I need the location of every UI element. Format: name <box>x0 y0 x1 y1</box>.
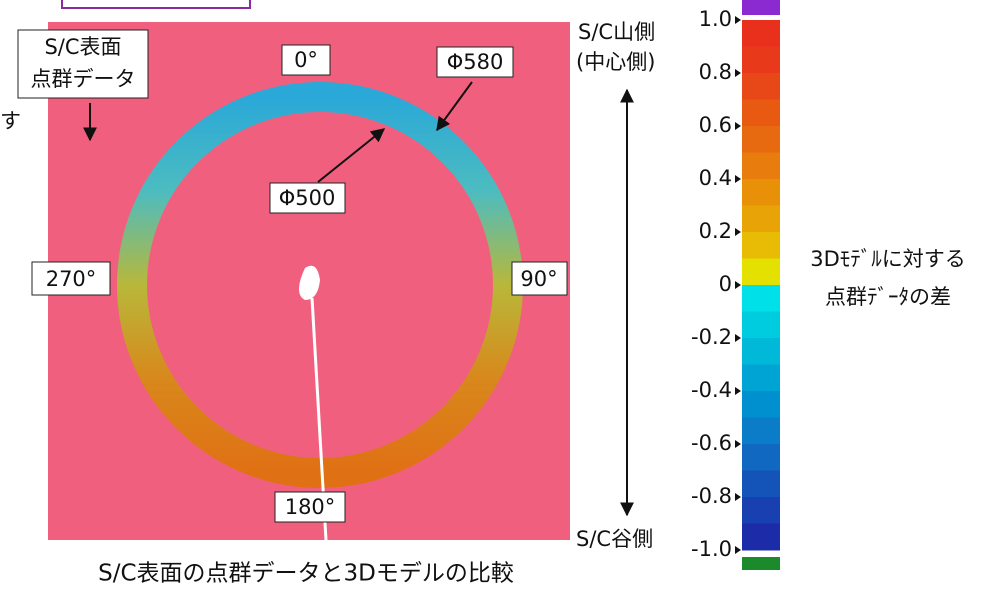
diameter-label: Φ500 <box>279 186 336 210</box>
tick-label: -1.0 <box>691 537 732 561</box>
side-label: (中心側) <box>576 50 655 74</box>
angle-label: 180° <box>285 495 336 519</box>
tick-mark <box>735 16 741 24</box>
diameter-label: Φ580 <box>447 50 504 74</box>
tick-mark <box>735 281 741 289</box>
tick-label: 0.2 <box>699 219 732 243</box>
colorbar-segment <box>742 312 780 339</box>
tick-mark <box>735 546 741 554</box>
tick-label: 0 <box>719 272 732 296</box>
tick-mark <box>735 69 741 77</box>
tick-mark <box>735 122 741 130</box>
tick-label: 0.4 <box>699 166 732 190</box>
colorbar-segment <box>742 285 780 312</box>
cropped-text: す <box>0 109 21 133</box>
colorbar-segment <box>742 73 780 100</box>
tick-mark <box>735 493 741 501</box>
colorbar-segment <box>742 497 780 524</box>
colorbar: 1.0 0.8 0.6 0.4 0.2 0 -0.2 -0.4 -0.6 -0.8 -1.0 <box>691 7 780 561</box>
colorbar-segment <box>742 232 780 259</box>
colorbar-segment <box>742 418 780 445</box>
colorbar-segment <box>742 471 780 498</box>
tick-label: -0.8 <box>691 484 732 508</box>
tick-label: 1.0 <box>699 7 732 31</box>
colorbar-segment <box>742 391 780 418</box>
angle-label: 270° <box>46 267 97 291</box>
page: す S/C表面 点群データ 0° Φ580 Φ500 270° 90° 180°… <box>0 0 1000 591</box>
caption: S/C表面の点群データと3Dモデルの比較 <box>98 561 514 587</box>
colorbar-title: 点群ﾃﾞｰﾀの差 <box>825 285 951 309</box>
colorbar-cap <box>742 0 780 15</box>
colorbar-segment <box>742 206 780 233</box>
colorbar-segment <box>742 259 780 286</box>
figure: す S/C表面 点群データ 0° Φ580 Φ500 270° 90° 180°… <box>0 0 1000 591</box>
tick-mark <box>735 175 741 183</box>
colorbar-title: 3Dﾓﾃﾞﾙに対する <box>810 247 966 271</box>
colorbar-cap <box>742 557 780 570</box>
tick-label: 0.6 <box>699 113 732 137</box>
angle-label: 90° <box>520 267 557 291</box>
colorbar-segment <box>742 47 780 74</box>
tick-label: -0.4 <box>691 378 732 402</box>
colorbar-segment <box>742 20 780 47</box>
angle-label: 0° <box>294 48 318 72</box>
colorbar-segment <box>742 524 780 551</box>
side-label: S/C谷側 <box>576 527 653 551</box>
cropped-box <box>62 0 250 8</box>
tick-mark <box>735 440 741 448</box>
tick-mark <box>735 387 741 395</box>
colorbar-segment <box>742 179 780 206</box>
surface-label: S/C表面 <box>44 35 121 59</box>
colorbar-segment <box>742 338 780 365</box>
tick-mark <box>735 334 741 342</box>
tick-mark <box>735 228 741 236</box>
tick-label: -0.2 <box>691 325 732 349</box>
surface-label: 点群データ <box>31 67 136 91</box>
colorbar-segment <box>742 100 780 127</box>
colorbar-segment <box>742 126 780 153</box>
tick-label: 0.8 <box>699 60 732 84</box>
tick-label: -0.6 <box>691 431 732 455</box>
colorbar-segment <box>742 444 780 471</box>
side-label: S/C山側 <box>578 20 655 44</box>
colorbar-segment <box>742 153 780 180</box>
colorbar-segment <box>742 365 780 392</box>
